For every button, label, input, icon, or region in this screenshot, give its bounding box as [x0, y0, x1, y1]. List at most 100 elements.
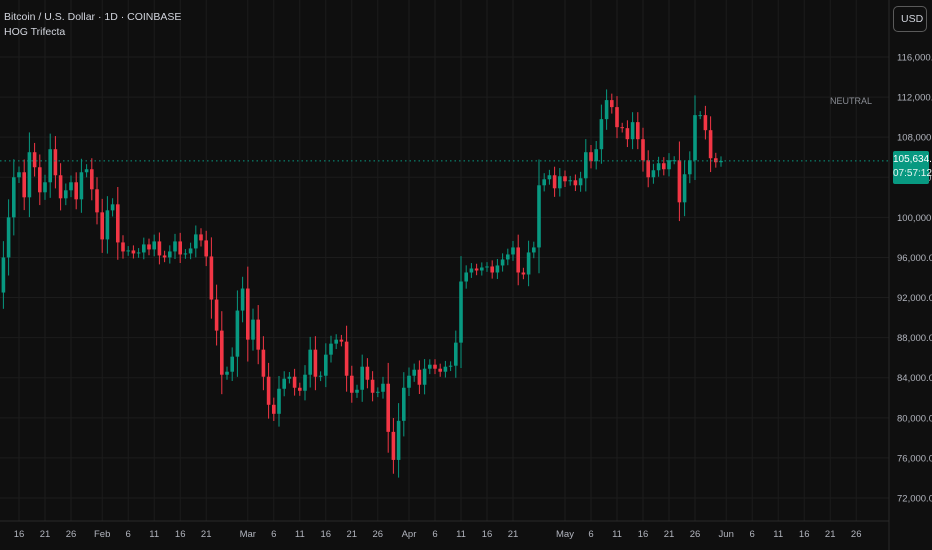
- price-tick-label: 72,000.00: [897, 494, 932, 505]
- candle-body: [194, 234, 198, 249]
- candle: [277, 375, 281, 427]
- candle-body: [428, 364, 432, 369]
- candle: [225, 366, 229, 380]
- candle: [313, 336, 318, 391]
- candle: [220, 311, 224, 395]
- candle: [194, 225, 198, 258]
- candle-body: [220, 330, 224, 375]
- candle: [121, 235, 125, 259]
- candle-body: [58, 175, 63, 199]
- candle-body: [636, 122, 640, 140]
- candle: [474, 263, 479, 276]
- candle: [412, 363, 416, 382]
- candle: [32, 142, 37, 177]
- candle-body: [552, 175, 557, 189]
- candle-body: [464, 272, 468, 282]
- candle: [17, 166, 21, 184]
- candle-body: [116, 204, 120, 243]
- candle: [12, 159, 16, 236]
- candle-body: [157, 241, 162, 256]
- candle-body: [511, 247, 515, 255]
- candle-body: [376, 391, 380, 393]
- candle: [672, 156, 676, 165]
- candle: [568, 175, 572, 186]
- candle-body: [589, 152, 593, 162]
- candle: [500, 253, 505, 272]
- candle: [282, 371, 286, 397]
- candle-body: [246, 288, 250, 340]
- candle-body: [469, 268, 474, 273]
- candle-body: [298, 387, 302, 391]
- candle-body: [708, 130, 713, 159]
- candle-body: [79, 172, 84, 200]
- time-tick-label: 6: [271, 529, 276, 540]
- candle-body: [719, 160, 723, 163]
- candle: [620, 122, 624, 133]
- time-axis[interactable]: 16 21 26 Feb 6 11 16 21 Mar 6 11 16 21 26 Apr 6 11 16 21 Ma…: [14, 529, 862, 540]
- candle: [526, 240, 531, 287]
- candle-body: [402, 387, 406, 421]
- candle-body: [230, 356, 234, 372]
- candle: [360, 354, 364, 402]
- currency-button[interactable]: USD: [893, 6, 927, 32]
- candle: [235, 290, 240, 377]
- candle: [318, 371, 323, 382]
- candle-body: [235, 310, 240, 357]
- price-axis[interactable]: 116,000.00112,000.00108,000.00104,000.00…: [897, 53, 932, 505]
- candle-body: [183, 253, 188, 255]
- candle: [298, 382, 302, 396]
- candle-body: [656, 163, 661, 171]
- candle: [370, 371, 375, 402]
- candle: [386, 362, 390, 453]
- candle-body: [256, 319, 260, 350]
- candle-body: [329, 343, 333, 355]
- candle: [610, 93, 614, 114]
- candle: [714, 152, 718, 168]
- time-tick-label: 26: [851, 529, 862, 540]
- symbol-title[interactable]: Bitcoin / U.S. Dollar · 1D · COINBASE: [4, 11, 182, 23]
- candle: [256, 305, 260, 365]
- candle: [350, 365, 354, 403]
- candle-body: [698, 115, 702, 117]
- time-tick-label: 16: [321, 529, 332, 540]
- candle: [303, 365, 307, 401]
- candle-body: [142, 244, 146, 253]
- candle: [594, 140, 598, 170]
- candle-body: [485, 266, 489, 268]
- candle-body: [620, 127, 624, 129]
- candle: [266, 362, 271, 419]
- candle: [641, 127, 645, 172]
- indicator-title[interactable]: HOG Trifecta: [4, 26, 66, 38]
- candle: [251, 308, 255, 351]
- candle-body: [43, 182, 47, 193]
- time-tick-label: 16: [638, 529, 649, 540]
- candle-body: [688, 160, 692, 175]
- candle-body: [204, 240, 208, 257]
- candle-body: [506, 254, 510, 260]
- candle: [136, 248, 141, 258]
- candle-body: [454, 342, 458, 366]
- candle-body: [95, 189, 99, 213]
- candle: [636, 112, 640, 150]
- candle-body: [355, 389, 359, 393]
- candle-body: [188, 248, 193, 254]
- candle: [162, 250, 167, 263]
- candle: [329, 335, 333, 363]
- time-tick-label: 6: [432, 529, 437, 540]
- candle-body: [152, 241, 156, 250]
- candle: [339, 334, 344, 347]
- candle: [152, 234, 156, 257]
- candle-body: [199, 234, 203, 241]
- time-tick-label: 21: [40, 529, 51, 540]
- candle: [448, 361, 453, 372]
- grid: [0, 0, 889, 521]
- candle-body: [672, 160, 676, 162]
- candle-body: [396, 420, 401, 460]
- candle: [485, 262, 489, 272]
- candle-body: [84, 169, 89, 173]
- candle-body: [480, 267, 484, 271]
- candle-body: [131, 250, 136, 254]
- candle-body: [69, 182, 73, 191]
- candle: [287, 372, 292, 384]
